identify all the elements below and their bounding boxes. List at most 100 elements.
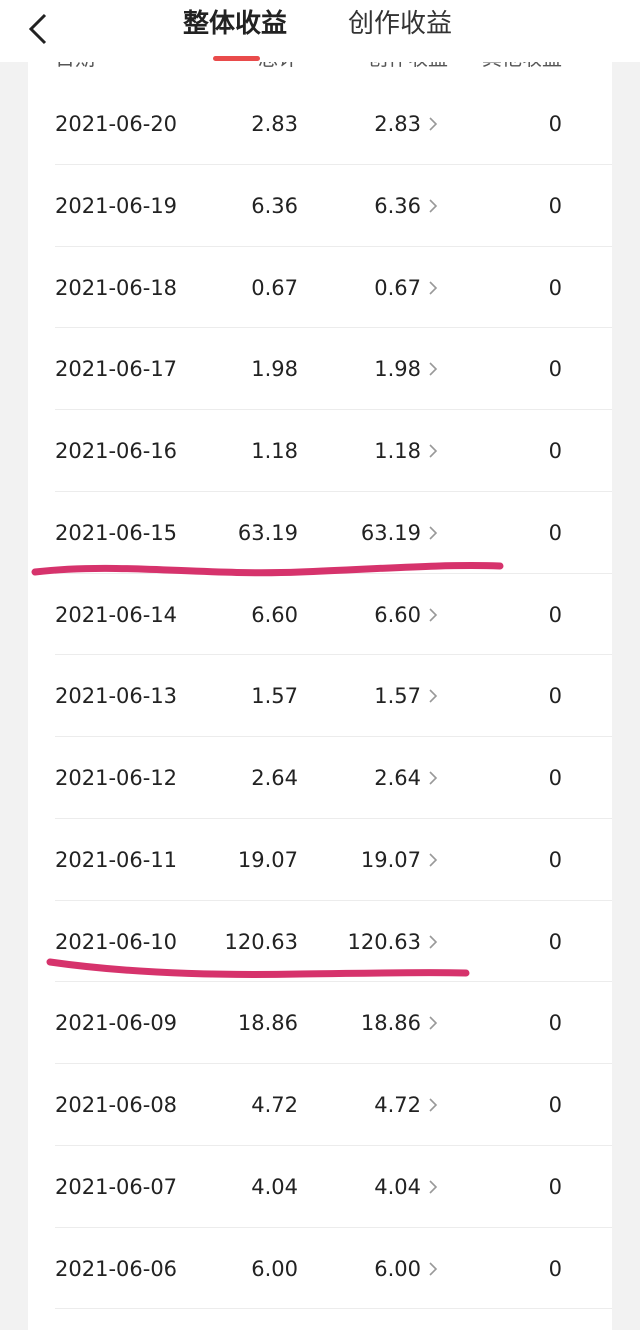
- row-separator: [55, 654, 612, 656]
- total-cell: 6.00: [251, 1256, 298, 1281]
- table-row: 2021-06-12 2.64 2.64 0: [0, 737, 640, 819]
- date-cell: 2021-06-06: [55, 1256, 178, 1281]
- row-separator: [55, 1063, 612, 1064]
- other-cell: 0: [548, 520, 562, 545]
- detail-chevron[interactable]: [428, 607, 438, 623]
- table-row: 2021-06-11 19.07 19.07 0: [0, 819, 640, 901]
- other-cell: 0: [548, 766, 562, 790]
- total-cell: 6.36: [251, 193, 298, 218]
- total-cell: 1.98: [251, 357, 298, 382]
- detail-chevron[interactable]: [428, 198, 438, 214]
- detail-chevron[interactable]: [428, 934, 438, 950]
- other-cell: 0: [548, 1256, 562, 1281]
- total-cell: 4.72: [251, 1093, 298, 1117]
- creative-cell: 19.07: [360, 847, 421, 872]
- total-cell: 0.67: [251, 275, 298, 300]
- row-separator: [55, 163, 612, 165]
- total-cell: 1.18: [251, 439, 298, 463]
- table-row: 2021-06-14 6.60 6.60 0: [0, 574, 640, 656]
- date-cell: 2021-06-18: [55, 275, 178, 300]
- other-cell: 0: [548, 1011, 562, 1036]
- table-row: 2021-06-20 2.83 2.83 0: [0, 83, 640, 165]
- other-cell: 0: [548, 439, 562, 463]
- creative-cell: 6.00: [374, 1256, 421, 1281]
- table-row: 2021-06-18 0.67 0.67 0: [0, 247, 640, 329]
- creative-cell: 4.72: [374, 1093, 421, 1117]
- back-button[interactable]: [26, 12, 50, 46]
- other-cell: 0: [548, 112, 562, 136]
- table-row: 2021-06-09 18.86 18.86 0: [0, 982, 640, 1064]
- detail-chevron[interactable]: [428, 1015, 438, 1031]
- detail-chevron[interactable]: [428, 280, 438, 296]
- creative-cell: 18.86: [360, 1011, 421, 1036]
- detail-chevron[interactable]: [428, 525, 438, 541]
- date-cell: 2021-06-13: [55, 684, 178, 709]
- date-cell: 2021-06-09: [55, 1011, 178, 1036]
- table-row: 2021-06-08 4.72 4.72 0: [0, 1064, 640, 1146]
- creative-cell: 4.04: [374, 1174, 421, 1199]
- table-row: 2021-06-17 1.98 1.98 0: [0, 328, 640, 410]
- creative-cell: 2.83: [374, 112, 421, 136]
- date-cell: 2021-06-10: [55, 929, 178, 954]
- detail-chevron[interactable]: [428, 1261, 438, 1277]
- row-separator: [55, 981, 612, 983]
- creative-cell: 6.60: [374, 602, 421, 627]
- other-cell: 0: [548, 929, 562, 954]
- detail-chevron[interactable]: [428, 116, 438, 132]
- creative-cell: 6.36: [374, 193, 421, 218]
- detail-chevron[interactable]: [428, 688, 438, 704]
- row-separator: [55, 490, 612, 492]
- creative-cell: 2.64: [374, 766, 421, 790]
- creative-cell: 120.63: [347, 929, 421, 954]
- row-separator: [55, 245, 612, 247]
- total-cell: 2.83: [251, 112, 298, 136]
- total-cell: 63.19: [237, 520, 298, 545]
- date-cell: 2021-06-08: [55, 1093, 178, 1117]
- total-cell: 18.86: [237, 1011, 298, 1036]
- total-cell: 1.57: [251, 684, 298, 709]
- detail-chevron[interactable]: [428, 361, 438, 377]
- tab[interactable]: 创作收益: [348, 9, 453, 39]
- table-card: [28, 40, 612, 1330]
- table-row: 2021-06-16 1.18 1.18 0: [0, 410, 640, 492]
- table-row: 2021-06-10 120.63 120.63 0: [0, 901, 640, 983]
- detail-chevron[interactable]: [428, 1097, 438, 1113]
- date-cell: 2021-06-14: [55, 602, 178, 627]
- other-cell: 0: [548, 357, 562, 382]
- detail-chevron[interactable]: [428, 1179, 438, 1195]
- total-cell: 2.64: [251, 766, 298, 790]
- other-cell: 0: [548, 847, 562, 872]
- row-separator: [55, 899, 612, 901]
- total-cell: 4.04: [251, 1174, 298, 1199]
- other-cell: 0: [548, 1174, 562, 1199]
- row-separator: [55, 1226, 612, 1228]
- table-row: 2021-06-06 6.00 6.00 0: [0, 1228, 640, 1310]
- total-cell: 120.63: [224, 929, 298, 954]
- tab[interactable]: 整体收益: [183, 9, 288, 39]
- creative-cell: 0.67: [374, 275, 421, 300]
- other-cell: 0: [548, 602, 562, 627]
- row-separator: [55, 817, 612, 819]
- detail-chevron[interactable]: [428, 852, 438, 868]
- creative-cell: 63.19: [360, 520, 421, 545]
- table-row: 2021-06-15 63.19 63.19 0: [0, 492, 640, 574]
- date-cell: 2021-06-19: [55, 193, 178, 218]
- creative-cell: 1.57: [374, 684, 421, 709]
- table-row: 2021-06-19 6.36 6.36 0: [0, 165, 640, 247]
- date-cell: 2021-06-07: [55, 1174, 178, 1199]
- other-cell: 0: [548, 1093, 562, 1117]
- table-row: 2021-06-13 1.57 1.57 0: [0, 655, 640, 737]
- other-cell: 0: [548, 684, 562, 709]
- other-cell: 0: [548, 193, 562, 218]
- date-cell: 2021-06-17: [55, 357, 178, 382]
- detail-chevron[interactable]: [428, 770, 438, 786]
- row-separator: [55, 1308, 612, 1310]
- creative-cell: 1.18: [374, 439, 421, 463]
- date-cell: 2021-06-12: [55, 766, 178, 790]
- table-row: 2021-06-07 4.04 4.04 0: [0, 1146, 640, 1228]
- detail-chevron[interactable]: [428, 443, 438, 459]
- date-cell: 2021-06-16: [55, 439, 178, 463]
- tab-indicator: [213, 56, 260, 61]
- creative-cell: 1.98: [374, 357, 421, 382]
